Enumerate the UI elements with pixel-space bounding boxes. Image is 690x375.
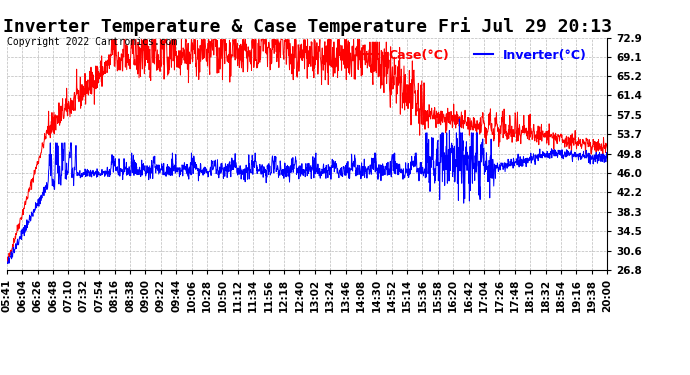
Title: Inverter Temperature & Case Temperature Fri Jul 29 20:13: Inverter Temperature & Case Temperature …: [3, 17, 611, 36]
Text: Copyright 2022 Cartronics.com: Copyright 2022 Cartronics.com: [7, 37, 177, 47]
Legend: Case(°C), Inverter(°C): Case(°C), Inverter(°C): [355, 44, 592, 67]
